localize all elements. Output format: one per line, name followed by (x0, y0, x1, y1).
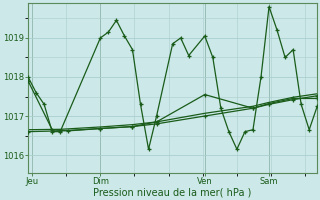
X-axis label: Pression niveau de la mer( hPa ): Pression niveau de la mer( hPa ) (93, 187, 252, 197)
